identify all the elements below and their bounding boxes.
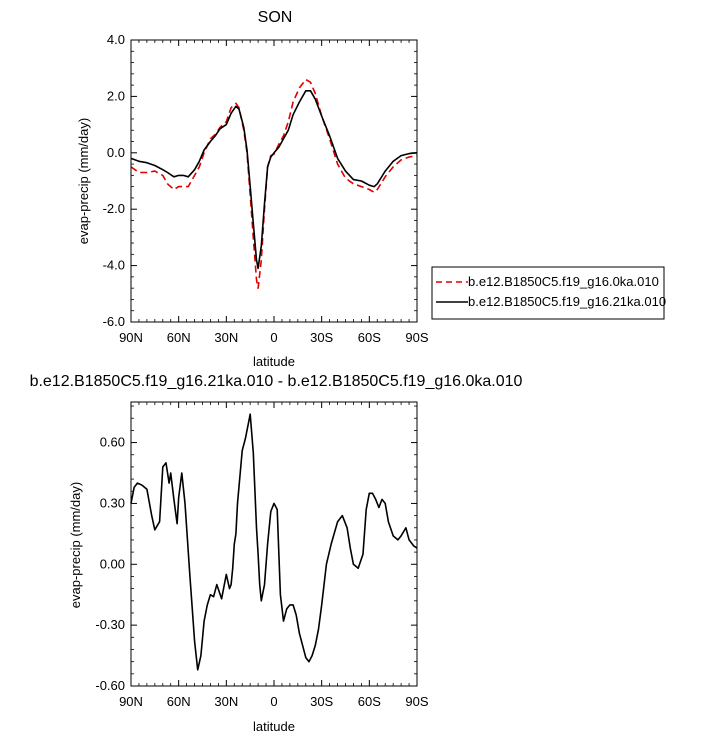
x-tick-label: 90N	[119, 694, 143, 709]
legend-label-21ka: b.e12.B1850C5.f19_g16.21ka.010	[468, 294, 666, 309]
bottom-plot-area: 90N 60N 30N 0 30S 60S 90S 0.60 0.30 0.00 -0.30 -0.6…	[95, 402, 429, 709]
series-line-1	[130, 90, 418, 270]
x-tick-label: 30N	[214, 330, 238, 345]
top-plot-frame	[130, 39, 418, 323]
x-tick-label: 90S	[405, 694, 428, 709]
bottom-chart-title: b.e12.B1850C5.f19_g16.21ka.010 - b.e12.B…	[30, 373, 523, 390]
x-tick-label: 0	[270, 330, 277, 345]
top-y-axis-label: evap-precip (mm/day)	[76, 118, 91, 244]
series-line-0	[130, 413, 418, 671]
y-tick-label: -0.60	[95, 678, 125, 693]
y-tick-label: 2.0	[107, 88, 125, 103]
y-tick-label: 0.60	[100, 435, 125, 450]
x-tick-label: 90N	[119, 330, 143, 345]
legend-frame	[431, 266, 665, 320]
top-x-axis-label: latitude	[253, 354, 295, 369]
y-tick-label: -6.0	[103, 314, 125, 329]
x-tick-label: 90S	[405, 330, 428, 345]
x-tick-label: 0	[270, 694, 277, 709]
series-line-0	[130, 78, 418, 290]
x-tick-label: 60S	[358, 330, 381, 345]
y-tick-label: 0.30	[100, 495, 125, 510]
top-panel: SON 90N 60N 30N 0 30S 60S 90S 4.0 2.0 0.0 -2.0 -4.0…	[76, 9, 429, 369]
y-tick-label: 4.0	[107, 32, 125, 47]
top-chart-title: SON	[258, 9, 293, 26]
y-tick-label: -2.0	[103, 201, 125, 216]
x-tick-label: 60N	[167, 330, 191, 345]
x-tick-label: 30S	[310, 694, 333, 709]
x-tick-label: 30S	[310, 330, 333, 345]
bottom-panel: b.e12.B1850C5.f19_g16.21ka.010 - b.e12.B…	[30, 373, 523, 734]
top-plot-area: 90N 60N 30N 0 30S 60S 90S 4.0 2.0 0.0 -2.0 -4.0 -6.0	[103, 32, 429, 345]
y-tick-label: -0.30	[95, 617, 125, 632]
y-tick-label: -4.0	[103, 258, 125, 273]
bottom-x-axis-label: latitude	[253, 719, 295, 734]
x-tick-label: 60S	[358, 694, 381, 709]
x-tick-label: 60N	[167, 694, 191, 709]
y-tick-label: 0.0	[107, 145, 125, 160]
bottom-y-axis-label: evap-precip (mm/day)	[68, 482, 83, 608]
y-tick-label: 0.00	[100, 556, 125, 571]
legend: b.e12.B1850C5.f19_g16.0ka.010 b.e12.B185…	[431, 266, 666, 320]
legend-label-0ka: b.e12.B1850C5.f19_g16.0ka.010	[468, 274, 659, 289]
bottom-plot-frame	[130, 401, 418, 687]
x-tick-label: 30N	[214, 694, 238, 709]
